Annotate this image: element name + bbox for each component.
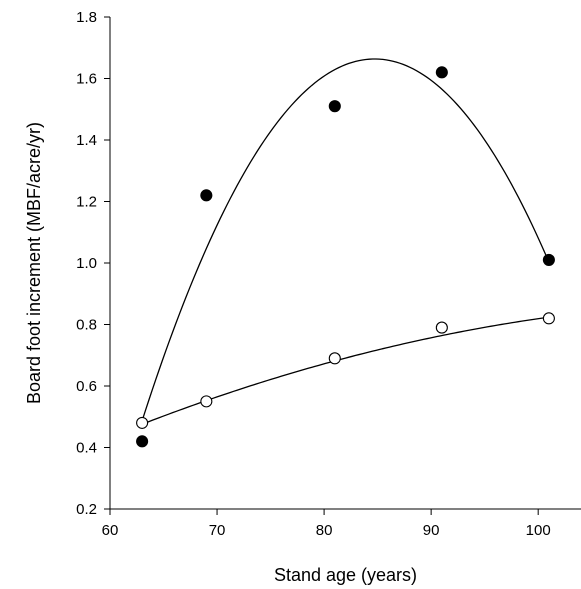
y-tick-label: 0.6 bbox=[76, 378, 97, 395]
filled-point bbox=[200, 189, 213, 202]
open-point bbox=[200, 395, 213, 408]
filled-point bbox=[136, 435, 149, 448]
open-point bbox=[136, 416, 149, 429]
y-tick-label: 0.2 bbox=[76, 501, 97, 518]
filled-point bbox=[328, 100, 341, 113]
y-tick-label: 1.4 bbox=[76, 132, 97, 149]
open-point bbox=[542, 312, 555, 325]
fit-curve-2 bbox=[141, 316, 549, 425]
filled-point bbox=[542, 253, 555, 266]
x-ticks: 60 70 80 90 100 bbox=[102, 509, 551, 539]
data-points bbox=[136, 66, 555, 448]
x-tick-label: 80 bbox=[316, 522, 333, 539]
x-axis-title: Stand age (years) bbox=[274, 565, 417, 585]
y-tick-label: 1.8 bbox=[76, 9, 97, 26]
x-tick-label: 90 bbox=[423, 522, 440, 539]
x-tick-label: 100 bbox=[526, 522, 551, 539]
y-ticks: 0.2 0.4 0.6 0.8 1.0 1.2 1.4 1.6 1.8 bbox=[76, 9, 110, 518]
fit-curve-1 bbox=[141, 58, 550, 422]
y-axis-title: Board foot increment (MBF/acre/yr) bbox=[24, 122, 44, 404]
open-point bbox=[328, 352, 341, 365]
y-tick-label: 0.8 bbox=[76, 317, 97, 334]
x-tick-label: 70 bbox=[209, 522, 226, 539]
y-tick-label: 1.2 bbox=[76, 194, 97, 211]
y-tick-label: 1.6 bbox=[76, 71, 97, 88]
y-tick-label: 0.4 bbox=[76, 440, 97, 457]
axes: 60 70 80 90 100 0.2 0.4 0.6 0.8 1.0 1.2 1.4 1.6 1.8 bbox=[76, 9, 581, 539]
y-tick-label: 1.0 bbox=[76, 255, 97, 272]
x-tick-label: 60 bbox=[102, 522, 119, 539]
open-point bbox=[435, 321, 448, 334]
fit-curves bbox=[141, 58, 550, 425]
filled-point bbox=[435, 66, 448, 79]
